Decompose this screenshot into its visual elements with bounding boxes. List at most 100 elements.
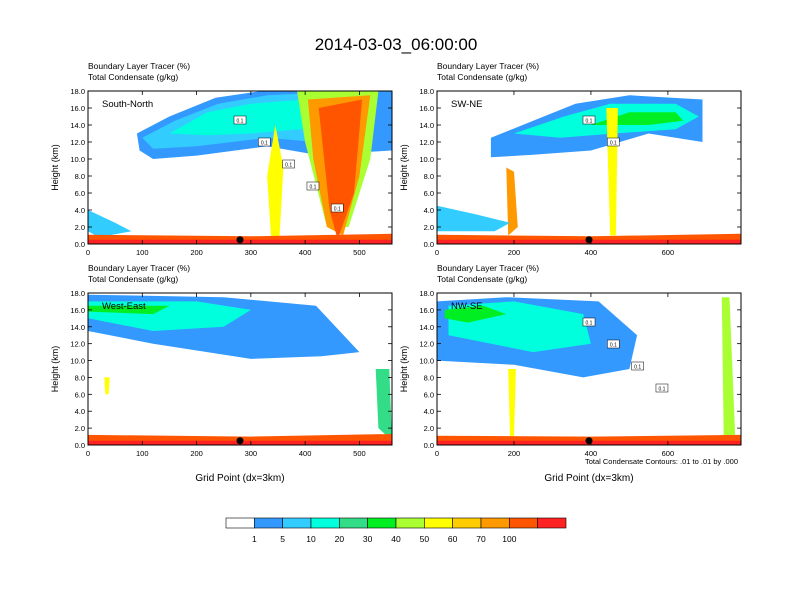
y-tick-label: 8.0 bbox=[424, 172, 434, 181]
panel-heading-condensate: Total Condensate (g/kg) bbox=[88, 274, 178, 284]
y-tick-label: 4.0 bbox=[75, 407, 85, 416]
y-axis-label: Height (km) bbox=[399, 144, 409, 191]
x-tick-label: 600 bbox=[662, 248, 675, 257]
panel-field bbox=[437, 293, 741, 445]
y-tick-label: 0.0 bbox=[424, 240, 434, 249]
y-tick-label: 12.0 bbox=[419, 340, 434, 349]
colorbar-label: 60 bbox=[448, 534, 458, 544]
location-marker bbox=[236, 236, 244, 244]
y-tick-label: 14.0 bbox=[70, 121, 85, 130]
x-axis-label: Grid Point (dx=3km) bbox=[544, 473, 633, 484]
x-tick-label: 200 bbox=[190, 449, 203, 458]
y-tick-label: 6.0 bbox=[75, 189, 85, 198]
x-tick-label: 600 bbox=[662, 449, 675, 458]
x-tick-label: 400 bbox=[585, 248, 598, 257]
section-label: South-North bbox=[102, 99, 153, 110]
colorbar-label: 10 bbox=[306, 534, 316, 544]
y-tick-label: 18.0 bbox=[70, 289, 85, 298]
x-tick-label: 400 bbox=[299, 449, 312, 458]
x-tick-label: 400 bbox=[585, 449, 598, 458]
panel-heading-tracer: Boundary Layer Tracer (%) bbox=[88, 61, 190, 71]
y-tick-label: 14.0 bbox=[70, 323, 85, 332]
y-tick-label: 6.0 bbox=[424, 189, 434, 198]
y-tick-label: 2.0 bbox=[75, 223, 85, 232]
field-region bbox=[506, 167, 518, 236]
colorbar-label: 100 bbox=[502, 534, 516, 544]
colorbar-swatch bbox=[367, 517, 397, 529]
contour-label: 0.1 bbox=[309, 185, 316, 191]
panels: Boundary Layer Tracer (%)Total Condensat… bbox=[50, 61, 742, 484]
y-tick-label: 8.0 bbox=[75, 373, 85, 382]
y-tick-label: 18.0 bbox=[419, 87, 434, 96]
field-region bbox=[88, 210, 132, 238]
contour-label: 0.1 bbox=[237, 119, 244, 125]
field-region bbox=[721, 297, 736, 437]
contour-note: Total Condensate Contours: .01 to .01 by… bbox=[585, 457, 738, 466]
contour-label: 0.1 bbox=[586, 119, 593, 125]
colorbar-swatch bbox=[395, 517, 425, 529]
contour-label: 0.1 bbox=[586, 321, 593, 327]
y-tick-label: 12.0 bbox=[70, 138, 85, 147]
x-tick-label: 500 bbox=[353, 248, 366, 257]
y-tick-label: 8.0 bbox=[75, 172, 85, 181]
y-axis-label: Height (km) bbox=[399, 346, 409, 393]
colorbar-label: 40 bbox=[391, 534, 401, 544]
x-tick-label: 100 bbox=[136, 248, 149, 257]
y-tick-label: 2.0 bbox=[424, 424, 434, 433]
contour-label-box bbox=[655, 383, 669, 393]
y-tick-label: 0.0 bbox=[424, 441, 434, 450]
y-tick-label: 10.0 bbox=[70, 357, 85, 366]
panel-south-north: Boundary Layer Tracer (%)Total Condensat… bbox=[50, 61, 393, 257]
colorbar-swatch bbox=[339, 517, 368, 529]
y-tick-label: 4.0 bbox=[424, 407, 434, 416]
x-tick-label: 300 bbox=[245, 248, 258, 257]
y-tick-label: 12.0 bbox=[70, 340, 85, 349]
y-tick-label: 2.0 bbox=[75, 424, 85, 433]
contour-label-box bbox=[607, 339, 620, 349]
colorbar-swatch bbox=[537, 517, 567, 529]
field-region bbox=[444, 305, 507, 323]
colorbar-swatch bbox=[480, 517, 510, 529]
y-tick-label: 10.0 bbox=[419, 357, 434, 366]
contour-label-box bbox=[331, 203, 344, 213]
contour-label: 0.1 bbox=[634, 365, 641, 371]
location-marker bbox=[236, 437, 244, 445]
colorbar-swatch bbox=[254, 517, 283, 529]
panel-heading-tracer: Boundary Layer Tracer (%) bbox=[437, 61, 539, 71]
x-tick-label: 0 bbox=[435, 449, 439, 458]
panel-heading-tracer: Boundary Layer Tracer (%) bbox=[437, 263, 539, 273]
colorbar-swatch bbox=[310, 517, 340, 529]
y-tick-label: 8.0 bbox=[424, 373, 434, 382]
x-tick-label: 300 bbox=[245, 449, 258, 458]
colorbar-label: 20 bbox=[335, 534, 345, 544]
panel-heading-condensate: Total Condensate (g/kg) bbox=[88, 72, 178, 82]
x-tick-label: 400 bbox=[299, 248, 312, 257]
y-tick-label: 10.0 bbox=[70, 155, 85, 164]
panel-sw-ne: Boundary Layer Tracer (%)Total Condensat… bbox=[399, 61, 742, 257]
contour-label-box bbox=[631, 361, 644, 371]
colorbar-label: 50 bbox=[420, 534, 430, 544]
colorbar-label: 70 bbox=[476, 534, 486, 544]
y-tick-label: 18.0 bbox=[419, 289, 434, 298]
x-tick-label: 200 bbox=[190, 248, 203, 257]
contour-label: 0.1 bbox=[610, 343, 617, 349]
contour-label: 0.1 bbox=[285, 163, 292, 169]
panel-field bbox=[88, 293, 392, 445]
panel-nw-se: Boundary Layer Tracer (%) Total Condensat… bbox=[399, 263, 742, 484]
field-region bbox=[508, 369, 516, 437]
y-axis-label: Height (km) bbox=[50, 144, 60, 191]
colorbar-swatch bbox=[225, 517, 255, 529]
y-tick-label: 16.0 bbox=[419, 104, 434, 113]
field-region bbox=[104, 377, 110, 395]
y-axis-label: Height (km) bbox=[50, 346, 60, 393]
panel-heading-condensate: Total Condensate (g/kg) bbox=[437, 72, 527, 82]
location-marker bbox=[585, 437, 593, 445]
y-tick-label: 4.0 bbox=[424, 206, 434, 215]
panel-west-east: Boundary Layer Tracer (%)Total Condensat… bbox=[50, 263, 393, 484]
y-tick-label: 6.0 bbox=[75, 390, 85, 399]
contour-label: 0.1 bbox=[610, 141, 617, 147]
y-tick-label: 4.0 bbox=[75, 206, 85, 215]
colorbar-swatch bbox=[452, 517, 482, 529]
panel-frame bbox=[436, 292, 742, 446]
y-tick-label: 16.0 bbox=[419, 306, 434, 315]
